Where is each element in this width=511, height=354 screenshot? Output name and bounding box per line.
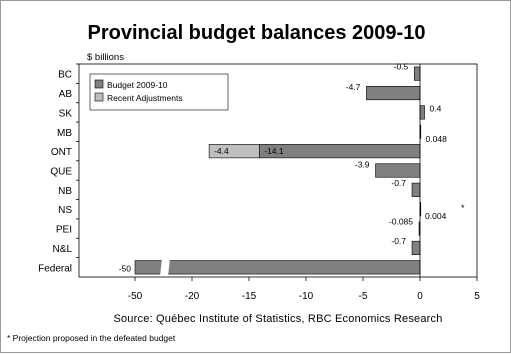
bar-NB [411,182,421,197]
legend-box [89,73,229,111]
source-note: Source: Québec Institute of Statistics, … [113,313,443,325]
data-label: -0.5 [394,62,409,72]
annotation-asterisk: * [461,203,465,213]
data-label: -14.1 [264,146,284,156]
data-label: -50 [119,263,132,273]
bar-QUE [375,163,421,178]
x-tick-label: 5 [474,291,480,302]
x-tick-label: -50 [128,291,143,302]
x-tick-label: -20 [185,291,200,302]
category-label: N&L [53,244,73,255]
data-label: -3.9 [355,160,370,170]
category-label: MB [57,128,72,139]
category-label: SK [59,108,73,119]
data-label: 0.048 [426,134,448,144]
x-tick-label: -5 [359,291,368,302]
unit-label: $ billions [87,52,124,63]
legend-label: Recent Adjustments [107,93,183,103]
legend-swatch [94,79,104,89]
plot-area [78,63,478,278]
legend-label: Budget 2009-10 [107,80,168,90]
data-label: -0.085 [389,217,413,227]
data-label: 0.4 [430,103,442,113]
chart-title: Provincial budget balances 2009-10 [87,22,426,44]
legend-swatch [94,92,104,102]
category-label: PEI [56,225,72,236]
bar-Federal [134,260,421,275]
data-label: 0.004 [425,211,447,221]
data-label: -0.7 [391,178,406,188]
data-label: -0.7 [391,236,406,246]
axis-break [160,258,170,277]
data-label: -4.7 [346,82,361,92]
bar-BC [413,66,421,81]
data-label: -4.4 [214,146,229,156]
bar-AB [366,85,421,101]
x-tick-label: 0 [417,291,423,302]
bar-ONT-adjustment [208,144,260,159]
category-label: NS [58,205,72,216]
category-label: AB [59,89,73,100]
category-label: QUE [50,167,72,178]
category-label: BC [58,70,72,81]
footnote: * Projection proposed in the defeated bu… [7,333,176,343]
bar-SK [419,105,425,120]
x-tick-label: -10 [299,291,314,302]
category-label: Federal [38,263,72,274]
category-label: NB [58,186,72,197]
x-tick-label: -15 [242,291,257,302]
bar-N&L [411,240,421,256]
category-label: ONT [51,147,72,158]
